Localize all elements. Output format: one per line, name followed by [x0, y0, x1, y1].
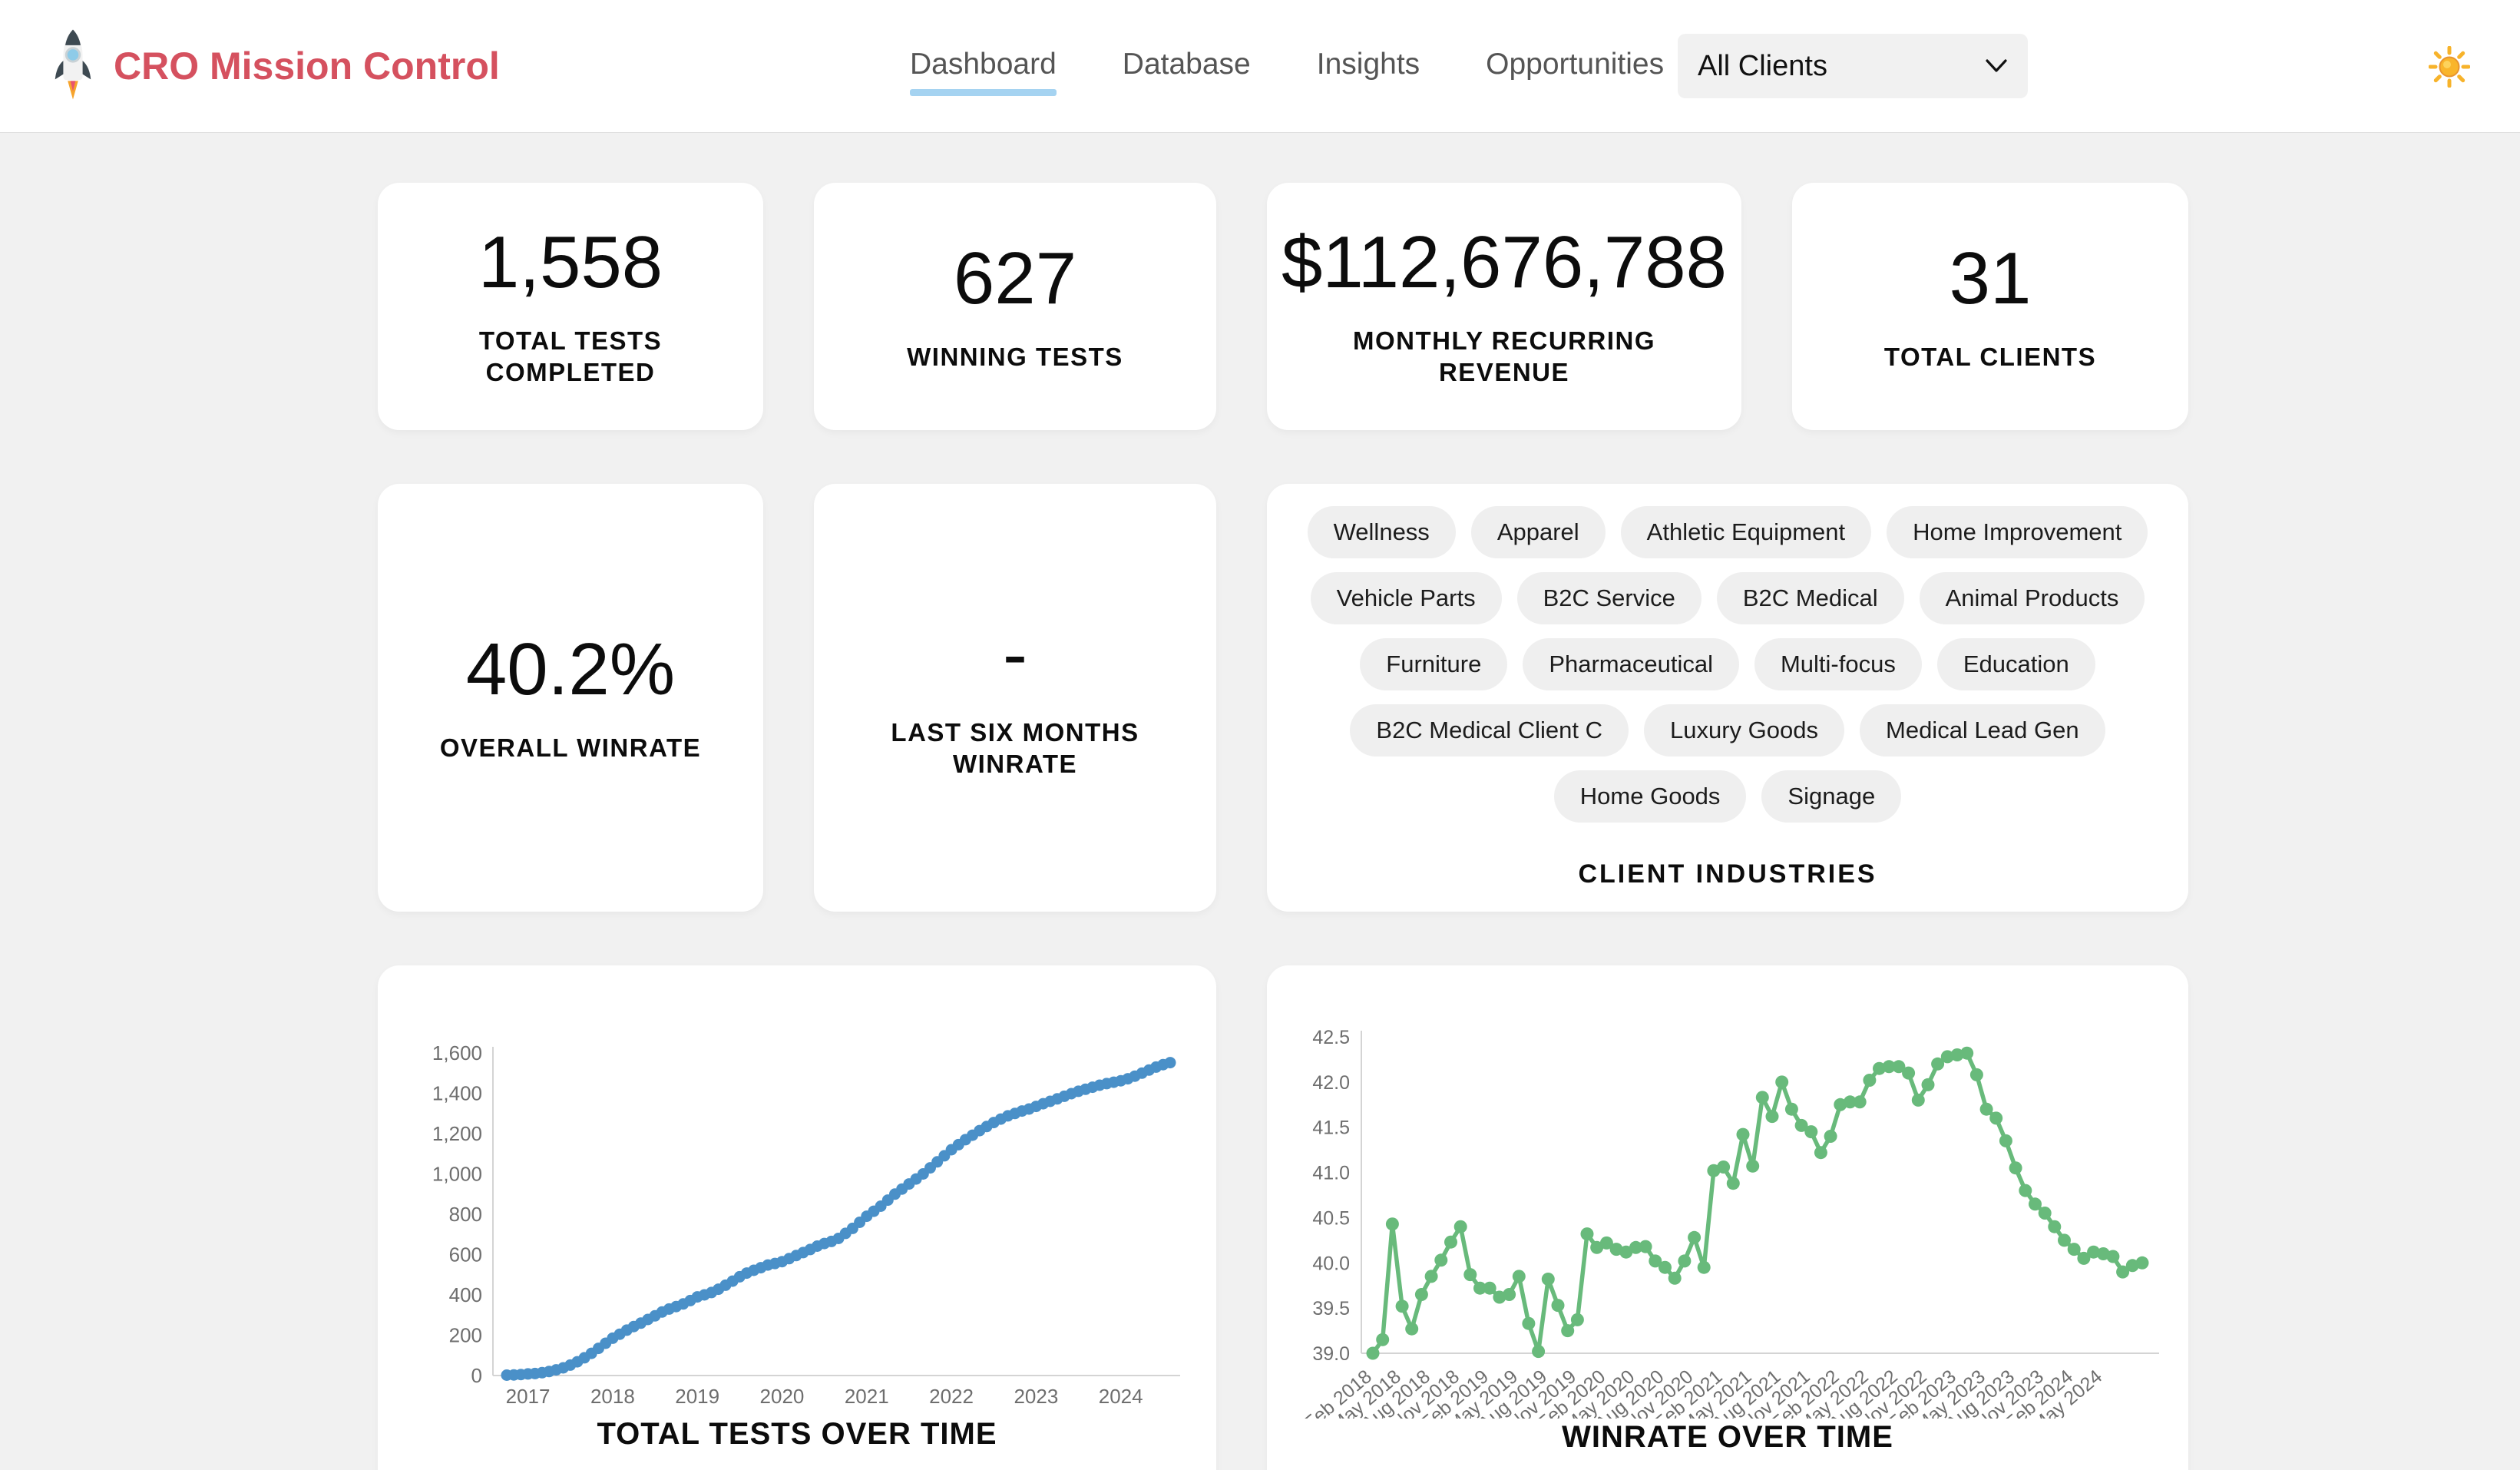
industry-pill: Apparel [1470, 506, 1606, 558]
stat-label: LAST SIX MONTHS WINRATE [891, 717, 1139, 778]
svg-text:40.0: 40.0 [1312, 1253, 1350, 1274]
svg-text:1,600: 1,600 [432, 1041, 482, 1064]
client-filter-select[interactable]: All Clients [1678, 34, 2028, 98]
industry-pill: Home Improvement [1887, 506, 2148, 558]
industry-pill: Luxury Goods [1644, 704, 1844, 757]
svg-text:42.5: 42.5 [1312, 1027, 1350, 1048]
svg-text:39.0: 39.0 [1312, 1343, 1350, 1365]
stat-value: 40.2% [465, 628, 676, 711]
industry-pill: Pharmaceutical [1523, 638, 1739, 690]
industry-pill: Signage [1761, 770, 1902, 823]
stat-label: MONTHLY RECURRING REVENUE [1352, 326, 1656, 387]
stat-label: WINNING TESTS [907, 342, 1123, 371]
client-industries-card: Wellness Apparel Athletic Equipment Home Im… [1267, 484, 2188, 912]
industry-pill: Vehicle Parts [1310, 572, 1502, 624]
svg-text:1,000: 1,000 [432, 1163, 482, 1186]
svg-text:2020: 2020 [760, 1385, 805, 1408]
svg-text:2021: 2021 [845, 1385, 889, 1408]
svg-text:41.0: 41.0 [1312, 1163, 1350, 1184]
stat-card-total-clients: 31 TOTAL CLIENTS [1792, 183, 2188, 430]
svg-text:42.0: 42.0 [1312, 1072, 1350, 1094]
client-industries-title: CLIENT INDUSTRIES [1578, 859, 1877, 889]
header: CRO Mission Control Dashboard Database Ins… [0, 0, 2520, 132]
client-filter: All Clients [1678, 34, 2028, 98]
app-title: CRO Mission Control [114, 45, 500, 88]
nav-item-opportunities[interactable]: Opportunities [1486, 37, 1664, 96]
theme-toggle[interactable] [2428, 45, 2471, 90]
svg-text:0: 0 [471, 1364, 482, 1387]
industry-pill: B2C Service [1516, 572, 1701, 624]
svg-text:600: 600 [449, 1243, 482, 1266]
svg-text:1,200: 1,200 [432, 1122, 482, 1145]
chart-title: TOTAL TESTS OVER TIME [597, 1417, 997, 1451]
stat-value: $112,676,788 [1281, 221, 1728, 304]
nav-underline [1486, 89, 1664, 96]
industry-pill: Wellness [1307, 506, 1456, 558]
stat-label: OVERALL WINRATE [439, 733, 702, 763]
stat-card-total-tests: 1,558 TOTAL TESTS COMPLETED [378, 183, 763, 430]
svg-text:200: 200 [449, 1324, 482, 1347]
svg-text:800: 800 [449, 1203, 482, 1226]
svg-text:40.5: 40.5 [1312, 1207, 1350, 1229]
stat-value: 627 [953, 237, 1077, 319]
main-nav: Dashboard Database Insights Opportunities [910, 0, 1664, 132]
svg-text:39.5: 39.5 [1312, 1298, 1350, 1319]
stat-value: 1,558 [478, 221, 663, 304]
svg-text:2019: 2019 [675, 1385, 719, 1408]
chart-title: WINRATE OVER TIME [1562, 1420, 1893, 1454]
industry-pill-list: Wellness Apparel Athletic Equipment Home Im… [1267, 506, 2188, 823]
industry-pill: Athletic Equipment [1620, 506, 1872, 558]
industry-pill: Multi-focus [1754, 638, 1922, 690]
stat-label: TOTAL CLIENTS [1883, 342, 2097, 371]
active-nav-underline [910, 88, 1057, 96]
stat-card-overall-winrate: 40.2% OVERALL WINRATE [378, 484, 763, 912]
stat-card-mrr: $112,676,788 MONTHLY RECURRING REVENUE [1267, 183, 1741, 430]
industry-pill: Furniture [1360, 638, 1508, 690]
svg-text:2022: 2022 [929, 1385, 974, 1408]
svg-text:400: 400 [449, 1283, 482, 1306]
nav-item-database[interactable]: Database [1123, 37, 1251, 96]
svg-text:2017: 2017 [506, 1385, 551, 1408]
rocket-logo-icon [49, 26, 97, 107]
sun-icon [2428, 45, 2471, 90]
industry-pill: B2C Medical [1716, 572, 1904, 624]
industry-pill: Education [1936, 638, 2095, 690]
winrate-chart-card: 39.0 39.5 40.0 40.5 41.0 41.5 42.0 42.5 Feb 2018… [1267, 965, 2188, 1470]
svg-text:1,400: 1,400 [432, 1082, 482, 1105]
svg-text:41.5: 41.5 [1312, 1117, 1350, 1139]
industry-pill: Home Goods [1553, 770, 1747, 823]
stat-value: - [1003, 612, 1027, 695]
nav-item-dashboard[interactable]: Dashboard [910, 37, 1057, 96]
svg-text:2024: 2024 [1099, 1385, 1143, 1408]
total-tests-chart-card: 0 200 400 600 800 1,000 1,200 1,400 1,600 2017 201… [378, 965, 1216, 1470]
nav-underline [1317, 89, 1420, 96]
svg-text:2018: 2018 [590, 1385, 635, 1408]
nav-item-insights[interactable]: Insights [1317, 37, 1420, 96]
total-tests-over-time-chart: 0 200 400 600 800 1,000 1,200 1,400 1,600 2017 201… [432, 1041, 1180, 1408]
industry-pill: Animal Products [1919, 572, 2145, 624]
stat-card-last-six-months-winrate: - LAST SIX MONTHS WINRATE [814, 484, 1216, 912]
dashboard-grid: 1,558 TOTAL TESTS COMPLETED 627 WINNING … [378, 183, 2191, 1470]
svg-text:2023: 2023 [1014, 1385, 1058, 1408]
brand: CRO Mission Control [49, 0, 500, 132]
industry-pill: B2C Medical Client C [1350, 704, 1629, 757]
stat-label: TOTAL TESTS COMPLETED [478, 326, 663, 387]
stat-card-winning-tests: 627 WINNING TESTS [814, 183, 1216, 430]
stat-value: 31 [1949, 237, 2032, 319]
industry-pill: Medical Lead Gen [1860, 704, 2105, 757]
nav-underline [1123, 89, 1251, 96]
